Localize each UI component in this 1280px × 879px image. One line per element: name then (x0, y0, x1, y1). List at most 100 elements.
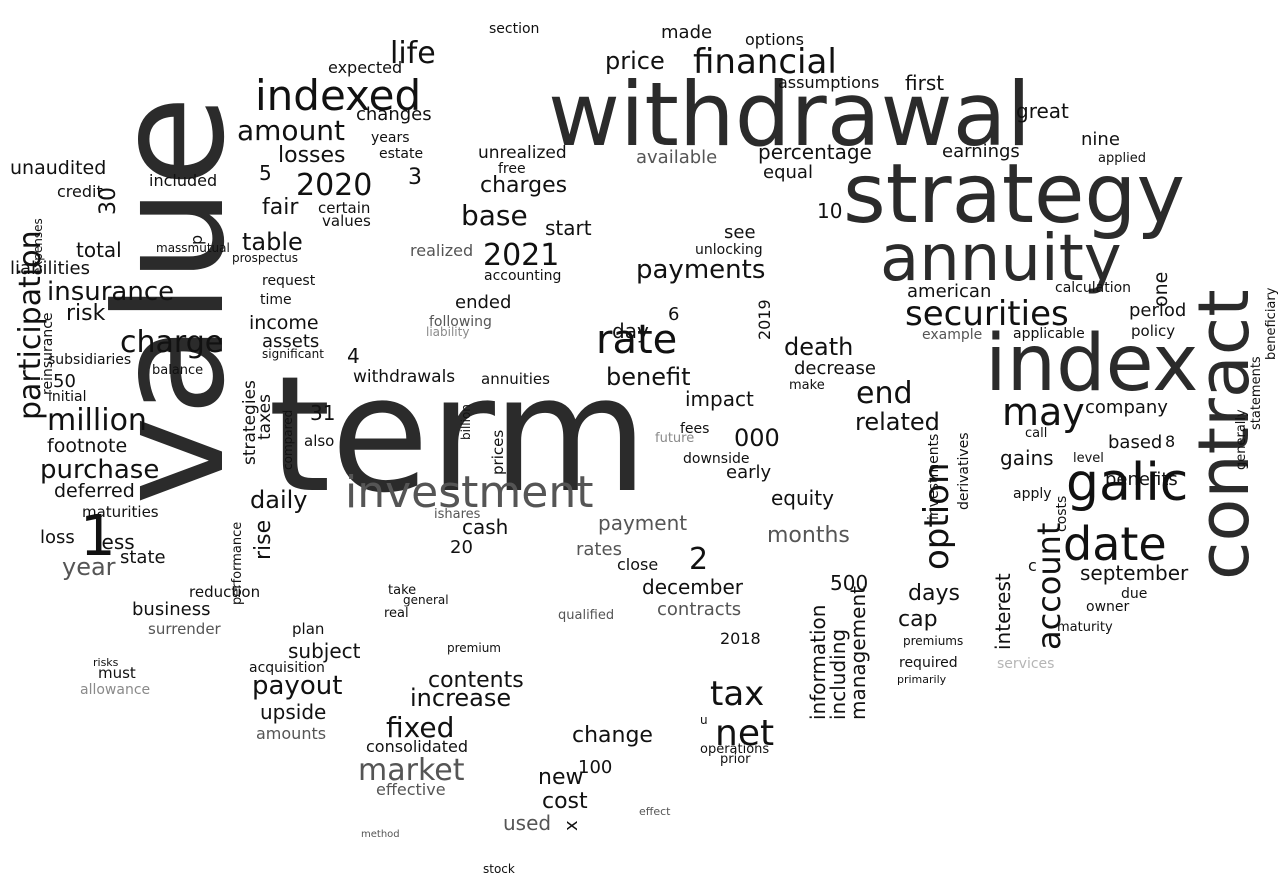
word-start: start (545, 216, 592, 240)
word-american: american (907, 281, 991, 302)
word-expenses: expenses (31, 218, 45, 275)
word-company: company (1085, 397, 1168, 418)
word-changes: changes (356, 104, 432, 125)
word-december: december (642, 575, 744, 599)
word-less: less (96, 530, 135, 554)
word-contents: contents (428, 668, 524, 693)
word-total: total (76, 238, 122, 262)
word-level: level (1073, 451, 1104, 466)
word-subsidiaries: subsidiaries (48, 352, 131, 368)
word-days: days (908, 581, 960, 606)
word-year: year (62, 553, 116, 581)
word-securities: securities (905, 294, 1069, 334)
word-decrease: decrease (794, 358, 876, 379)
word-net: net (715, 713, 774, 754)
word-derivatives: derivatives (956, 432, 972, 510)
word-price: price (605, 47, 665, 75)
word-contract: contract (1183, 289, 1265, 580)
word-upside: upside (260, 700, 326, 724)
word-footnote: footnote (47, 435, 127, 457)
word-2019: 2019 (755, 299, 774, 340)
word-p: p (187, 235, 206, 245)
word-maturities: maturities (82, 503, 159, 521)
word-date: date (1063, 517, 1167, 571)
word-cash: cash (462, 515, 508, 539)
word-example: example (922, 327, 982, 343)
word-payments: payments (636, 255, 765, 285)
word-method: method (361, 829, 400, 840)
word-cap: cap (898, 607, 938, 632)
word-applied: applied (1098, 151, 1146, 166)
word-strategy: strategy (843, 147, 1185, 242)
word-liabilities: liabilities (10, 258, 90, 279)
word-500: 500 (830, 571, 868, 595)
word-withdrawals: withdrawals (353, 367, 455, 387)
word-charge: charge (120, 325, 223, 360)
word-management: management (846, 586, 870, 720)
word-indexed: indexed (255, 71, 421, 120)
word-charges: charges (480, 173, 567, 198)
word-2: 2 (689, 542, 708, 577)
word-nine: nine (1081, 129, 1120, 150)
word-services: services (997, 656, 1054, 672)
word-death: death (784, 333, 853, 361)
word-income: income (249, 312, 319, 334)
word-years: years (371, 130, 410, 146)
word-early: early (726, 462, 772, 483)
word-30: 30 (96, 187, 121, 215)
word-c: c (1028, 556, 1037, 575)
word-change: change (572, 723, 653, 748)
word-increase: increase (410, 684, 511, 712)
word-strategies: strategies (240, 380, 260, 465)
word-daily: daily (250, 486, 307, 514)
word-account: account (1030, 523, 1068, 650)
word-made: made (661, 22, 712, 43)
word-see: see (724, 222, 756, 243)
word-tax: tax (710, 674, 764, 714)
word-stock: stock (483, 862, 515, 876)
word-term: term (268, 341, 648, 528)
word-x: x (561, 820, 582, 831)
word-allowance: allowance (80, 682, 150, 698)
word-free: free (498, 161, 526, 177)
word-investment: investment (345, 467, 593, 518)
word-participation: participation (13, 230, 48, 420)
word-following: following (429, 314, 492, 330)
word-months: months (767, 523, 850, 548)
word-rise: rise (251, 520, 276, 560)
word-20: 20 (450, 537, 473, 558)
word-equity: equity (771, 486, 834, 510)
word-consolidated: consolidated (366, 737, 468, 756)
word-future: future (655, 431, 694, 446)
word-compared: compared (281, 410, 295, 470)
word-also: also (304, 432, 334, 450)
word-estate: estate (379, 146, 423, 162)
word-related: related (855, 408, 940, 436)
word-annuities: annuities (481, 370, 550, 388)
word-value: value (84, 95, 258, 505)
word-prospectus: prospectus (232, 251, 298, 265)
word-8: 8 (1165, 432, 1175, 451)
word-5: 5 (259, 161, 272, 185)
word-great: great (1016, 99, 1069, 123)
word-must: must (98, 664, 136, 682)
word-time: time (260, 292, 292, 308)
word-statements: statements (1249, 356, 1264, 430)
word-table: table (242, 228, 303, 256)
word-period: period (1129, 300, 1186, 321)
word-impact: impact (685, 387, 754, 411)
word-based: based (1108, 432, 1162, 453)
word-general: general (403, 593, 449, 607)
word-1: 1 (80, 504, 116, 569)
word-financial: financial (693, 42, 837, 82)
word-request: request (262, 273, 316, 289)
word-rates: rates (576, 539, 622, 560)
word-liability: liability (426, 325, 469, 339)
word-massmutual: massmutual (156, 241, 230, 255)
word-values: values (322, 212, 371, 230)
word-significant: significant (262, 347, 324, 361)
word-amount: amount (237, 114, 345, 147)
word-day: day (612, 319, 649, 343)
word-benefits: benefits (1105, 469, 1178, 490)
